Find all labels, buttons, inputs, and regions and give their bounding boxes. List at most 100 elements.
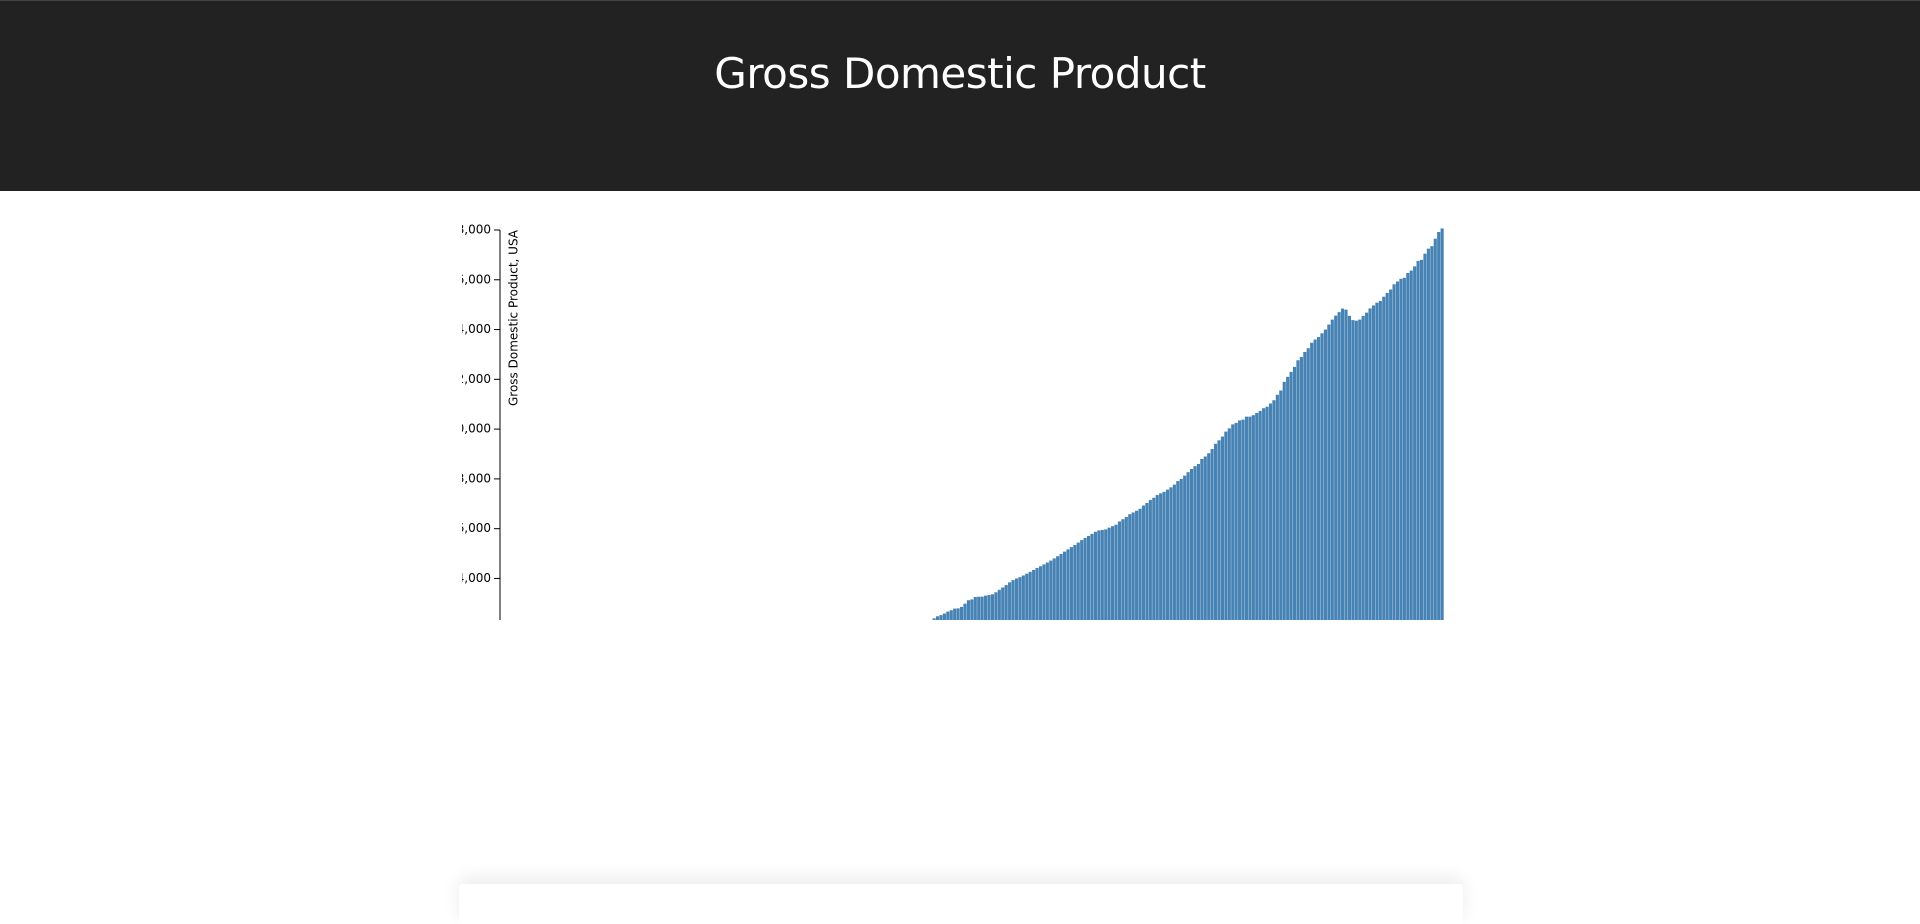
- bar: [1241, 420, 1244, 620]
- bar: [1066, 549, 1069, 620]
- bar: [1211, 449, 1214, 620]
- bar: [1410, 271, 1413, 620]
- bar: [1423, 254, 1426, 620]
- bar: [1060, 554, 1063, 620]
- bar: [1441, 228, 1444, 620]
- bar: [1386, 293, 1389, 620]
- bar: [1221, 437, 1224, 620]
- bar: [1166, 490, 1169, 620]
- y-tick-label: 18,000: [462, 223, 491, 237]
- bar: [1111, 526, 1114, 620]
- bar: [1248, 417, 1251, 620]
- chart: 02,0004,0006,0008,00010,00012,00014,0001…: [462, 200, 1462, 620]
- bar: [1163, 492, 1166, 620]
- bar: [1176, 481, 1179, 620]
- bar: [1276, 395, 1279, 620]
- bar: [1307, 348, 1310, 620]
- bar: [1365, 313, 1368, 620]
- bar: [1317, 337, 1320, 620]
- bar: [1396, 282, 1399, 620]
- bar: [1011, 580, 1014, 620]
- bar: [1025, 574, 1028, 620]
- bar: [1207, 453, 1210, 620]
- bar: [1159, 493, 1162, 620]
- bar: [1338, 312, 1341, 620]
- bar: [1005, 585, 1008, 620]
- bar: [970, 599, 973, 620]
- bar: [1084, 538, 1087, 620]
- bar: [1121, 519, 1124, 620]
- bar: [1193, 466, 1196, 620]
- bar: [1262, 408, 1265, 620]
- bar: [1255, 413, 1258, 620]
- bar: [1169, 487, 1172, 620]
- bar: [1231, 424, 1234, 620]
- bar: [950, 610, 953, 620]
- bar: [1173, 485, 1176, 620]
- bar: [1430, 246, 1433, 620]
- bar: [1279, 391, 1282, 620]
- bar: [1296, 360, 1299, 620]
- bar: [1142, 506, 1145, 620]
- bar: [998, 590, 1001, 620]
- bar: [1259, 411, 1262, 620]
- bar: [1018, 577, 1021, 620]
- bar: [1135, 511, 1138, 620]
- bar: [1190, 469, 1193, 620]
- bar: [1355, 321, 1358, 620]
- bar: [1001, 587, 1004, 620]
- bar: [1224, 432, 1227, 620]
- y-tick-label: 16,000: [462, 272, 491, 286]
- bar: [1399, 279, 1402, 620]
- bar: [1101, 530, 1104, 620]
- bar: [981, 597, 984, 620]
- bar: [1183, 476, 1186, 620]
- bar: [1152, 498, 1155, 620]
- bar: [1104, 529, 1107, 620]
- bar: [1290, 372, 1293, 620]
- bar: [1434, 239, 1437, 620]
- chart-title: Gross Domestic Product: [0, 49, 1920, 98]
- bar: [1283, 382, 1286, 620]
- bar: [1097, 530, 1100, 620]
- bar: [1200, 459, 1203, 620]
- bar: [1303, 352, 1306, 620]
- bar: [1063, 552, 1066, 620]
- bar: [1132, 512, 1135, 620]
- bar: [1087, 536, 1090, 620]
- bar: [1032, 570, 1035, 620]
- bar: [1320, 333, 1323, 620]
- bar: [1015, 578, 1018, 620]
- bar: [1022, 575, 1025, 620]
- bar: [1344, 310, 1347, 620]
- bar: [1046, 563, 1049, 620]
- bar: [1108, 528, 1111, 620]
- y-tick-label: 14,000: [462, 322, 491, 336]
- bar: [1413, 266, 1416, 620]
- y-tick-label: 4,000: [462, 571, 491, 585]
- bar: [1217, 440, 1220, 620]
- bar: [1265, 407, 1268, 620]
- bar: [1125, 517, 1128, 620]
- bar: [1056, 556, 1059, 620]
- bar: [977, 597, 980, 620]
- y-tick-label: 8,000: [462, 471, 491, 485]
- bar: [1156, 495, 1159, 620]
- bar: [1358, 320, 1361, 620]
- bar: [1420, 260, 1423, 620]
- bar: [1245, 417, 1248, 620]
- bar: [1238, 420, 1241, 620]
- bar: [1327, 325, 1330, 620]
- bar: [963, 604, 966, 620]
- bar: [1252, 415, 1255, 620]
- bar: [1269, 403, 1272, 620]
- bar: [1310, 343, 1313, 620]
- bar: [936, 616, 939, 620]
- y-axis-label: Gross Domestic Product, USA: [507, 229, 521, 406]
- bar: [1379, 301, 1382, 620]
- y-tick-label: 6,000: [462, 521, 491, 535]
- bar: [1286, 377, 1289, 620]
- bar: [1235, 423, 1238, 620]
- bar: [1128, 514, 1131, 620]
- bar: [1008, 582, 1011, 620]
